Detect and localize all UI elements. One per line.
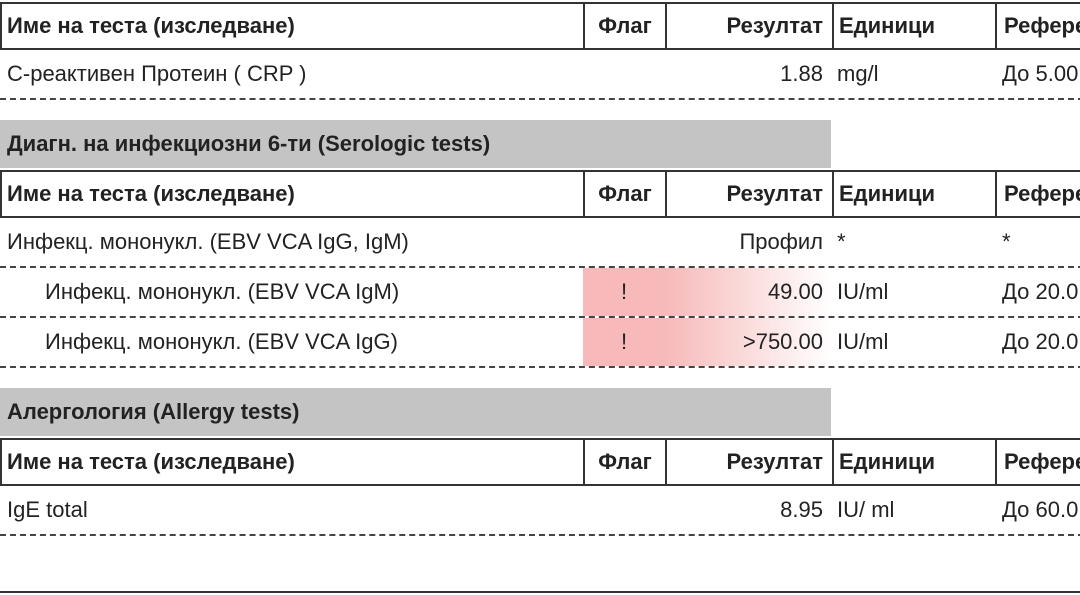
reference: До 20.0 [1002,329,1079,354]
units: * [837,229,846,254]
units: IU/ml [837,279,889,304]
header-cell: Име на теста (изследване) [7,449,295,474]
reference: До 5.00 [1002,61,1079,86]
test-name: IgE total [7,497,88,522]
header-cell: Единици [832,440,995,484]
header-cell: Резултат [665,440,832,484]
units: IU/ ml [837,497,895,522]
bottom-rule [0,591,1080,593]
header-cell: Рефере [995,440,1080,484]
reference: До 20.0 [1002,279,1079,304]
reference: * [1002,229,1011,254]
test-name: С-реактивен Протеин ( CRP ) [7,61,307,86]
units: IU/ml [837,329,889,354]
table-header: Име на теста (изследване) Флаг Резултат Еди… [0,2,1080,50]
table-header: Име на теста (изследване) Флаг Резултат Еди… [0,170,1080,218]
table-row: Инфекц. мононукл. (EBV VCA IgG, IgM) Проф… [0,218,1080,268]
header-cell: Единици [832,172,995,216]
table-row: Инфекц. мононукл. (EBV VCA IgM)! 49.00 IU/… [0,268,1080,318]
result: >750.00 [665,318,832,366]
header-cell: Име на теста (изследване) [7,181,295,206]
table-row: Инфекц. мононукл. (EBV VCA IgG)! >750.00 I… [0,318,1080,368]
header-cell: Флаг [583,4,665,48]
header-cell: Резултат [665,4,832,48]
flag [583,50,665,98]
flag [583,486,665,534]
result: 1.88 [780,61,823,86]
section-title: Алергология (Allergy tests) [0,388,831,436]
table-header: Име на теста (изследване) Флаг Резултат Еди… [0,438,1080,486]
units: mg/l [837,61,879,86]
header-cell: Рефере [995,4,1080,48]
test-name: Инфекц. мононукл. (EBV VCA IgG, IgM) [7,229,409,254]
reference: До 60.0 [1002,497,1079,522]
result: Профил [739,229,823,254]
header-cell: Флаг [583,172,665,216]
header-cell: Единици [832,4,995,48]
table-row: С-реактивен Протеин ( CRP ) 1.88 mg/l До 5.… [0,50,1080,100]
test-name: Инфекц. мононукл. (EBV VCA IgM) [45,279,400,304]
header-cell: Име на теста (изследване) [7,13,295,38]
table-row: IgE total 8.95 IU/ ml До 60.0 [0,486,1080,536]
header-cell: Флаг [583,440,665,484]
result: 8.95 [780,497,823,522]
section-title: Диагн. на инфекциозни 6-ти (Serologic te… [0,120,831,168]
test-name: Инфекц. мононукл. (EBV VCA IgG) [45,329,398,354]
header-cell: Резултат [665,172,832,216]
header-cell: Рефере [995,172,1080,216]
flag [583,218,665,266]
flag: ! [583,268,665,316]
result: 49.00 [665,268,832,316]
flag: ! [583,318,665,366]
